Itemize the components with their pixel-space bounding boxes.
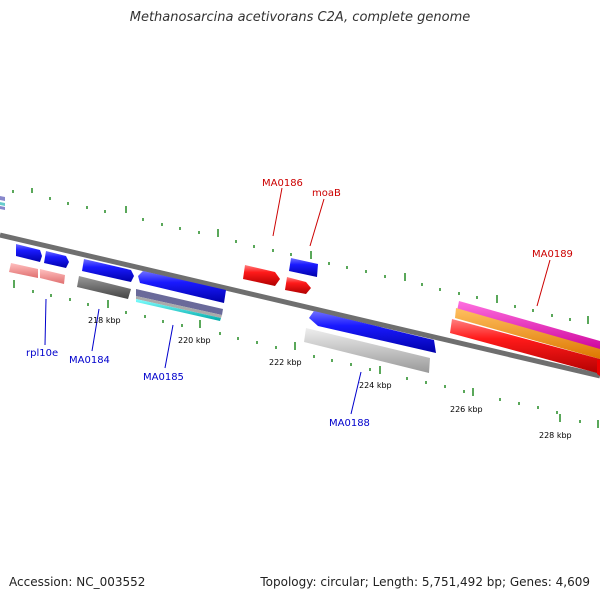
- gene-label-ma0186[interactable]: MA0186: [262, 178, 303, 189]
- gene-label-ma0185[interactable]: MA0185: [143, 372, 184, 383]
- gene-feature-ma0185-track[interactable]: [136, 289, 223, 315]
- gene-label-rpl10e[interactable]: rpl10e: [26, 348, 58, 359]
- scale-label: 224 kbp: [359, 381, 392, 390]
- gene-feature-moab[interactable]: [289, 258, 318, 277]
- gene-feature-ma0188[interactable]: [309, 311, 436, 353]
- gene-feature-rpl10e-track[interactable]: [40, 269, 65, 284]
- scale-label: 228 kbp: [539, 431, 572, 440]
- scale-label: 226 kbp: [450, 405, 483, 414]
- gene-label-moab[interactable]: moaB: [312, 188, 341, 199]
- scale-label: 222 kbp: [269, 358, 302, 367]
- scale-label: 220 kbp: [178, 336, 211, 345]
- gene-feature-ma0186[interactable]: [243, 265, 280, 286]
- genome-backbone: [0, 232, 600, 379]
- gene-label-ma0184[interactable]: MA0184: [69, 355, 110, 366]
- gene-feature-ma0184[interactable]: [82, 259, 134, 282]
- gene-feature-ma0184-track[interactable]: [77, 276, 131, 299]
- gene-feature-ma0185[interactable]: [138, 271, 226, 303]
- scale-label: 218 kbp: [88, 316, 121, 325]
- map-title: Methanosarcina acetivorans C2A, complete…: [129, 10, 471, 25]
- gene-feature-moab-track[interactable]: [285, 277, 311, 294]
- label-leaders: [44, 187, 551, 415]
- outer-tick-ring: [12, 188, 589, 324]
- gene-label-ma0188[interactable]: MA0188: [329, 418, 370, 429]
- scale-labels: 218 kbp 220 kbp 222 kbp 224 kbp 226 kbp …: [88, 316, 572, 440]
- gene-feature[interactable]: [16, 244, 42, 262]
- gene-feature[interactable]: [44, 251, 69, 268]
- gene-feature-ma0185-track[interactable]: [136, 296, 222, 318]
- gene-feature-rpl10e-track[interactable]: [9, 263, 38, 278]
- gene-label-ma0189[interactable]: MA0189: [532, 249, 573, 260]
- inner-tick-ring: [13, 280, 599, 428]
- accession-label: Accession: NC_003552: [9, 575, 146, 589]
- genome-summary: Topology: circular; Length: 5,751,492 bp…: [260, 575, 590, 589]
- gene-feature-ma0189-track[interactable]: [455, 308, 600, 359]
- gene-feature-ma0189-track[interactable]: [450, 319, 600, 375]
- gene-feature[interactable]: [597, 360, 600, 376]
- gene-feature-ma0185-track[interactable]: [136, 299, 221, 321]
- partial-features-left-edge: [0, 196, 5, 210]
- gene-labels: rpl10e MA0184 MA0185 MA0186 moaB MA0188 …: [26, 178, 573, 429]
- gene-feature-ma0188-track[interactable]: [304, 328, 430, 373]
